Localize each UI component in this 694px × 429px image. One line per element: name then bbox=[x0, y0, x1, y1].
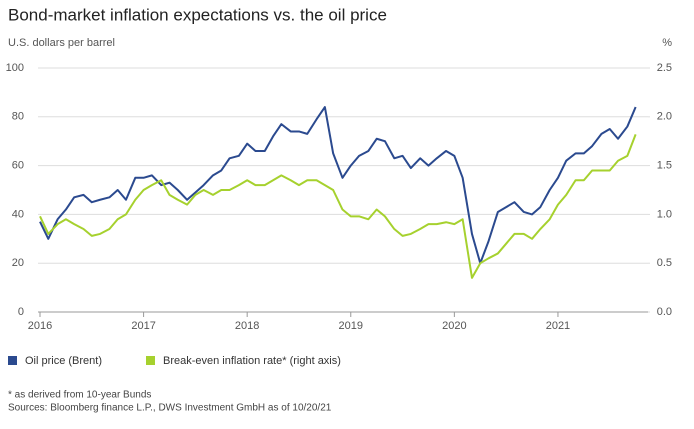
x-tick-label: 2018 bbox=[235, 320, 259, 332]
x-tick-label: 2019 bbox=[339, 320, 363, 332]
y-tick-label: 100 bbox=[6, 62, 24, 74]
y2-tick-label: 2.0 bbox=[657, 111, 672, 123]
y2-tick-label: 2.5 bbox=[657, 62, 672, 74]
series-line bbox=[39, 106, 637, 265]
x-tick-label: 2017 bbox=[131, 320, 155, 332]
y-tick-label: 20 bbox=[12, 257, 24, 269]
y2-axis-label: % bbox=[662, 37, 672, 49]
y2-tick-label: 1.0 bbox=[657, 208, 672, 220]
legend-swatch bbox=[8, 356, 17, 365]
legend-label: Oil price (Brent) bbox=[25, 355, 102, 367]
legend-swatch bbox=[146, 356, 155, 365]
footnote: Sources: Bloomberg finance L.P., DWS Inv… bbox=[8, 403, 332, 414]
y2-tick-label: 0.0 bbox=[657, 306, 672, 318]
y2-tick-label: 0.5 bbox=[657, 257, 672, 269]
x-tick-label: 2020 bbox=[442, 320, 466, 332]
footnote: * as derived from 10-year Bunds bbox=[8, 390, 151, 401]
y-axis-label: U.S. dollars per barrel bbox=[8, 37, 115, 49]
x-tick-label: 2016 bbox=[28, 320, 52, 332]
series-line bbox=[39, 134, 637, 279]
x-tick-label: 2021 bbox=[546, 320, 570, 332]
y-tick-label: 60 bbox=[12, 160, 24, 172]
y2-tick-label: 1.5 bbox=[657, 160, 672, 172]
y-tick-label: 0 bbox=[18, 306, 24, 318]
legend-label: Break-even inflation rate* (right axis) bbox=[163, 355, 341, 367]
y-tick-label: 80 bbox=[12, 111, 24, 123]
y-tick-label: 40 bbox=[12, 208, 24, 220]
chart-title: Bond-market inflation expectations vs. t… bbox=[8, 5, 387, 24]
